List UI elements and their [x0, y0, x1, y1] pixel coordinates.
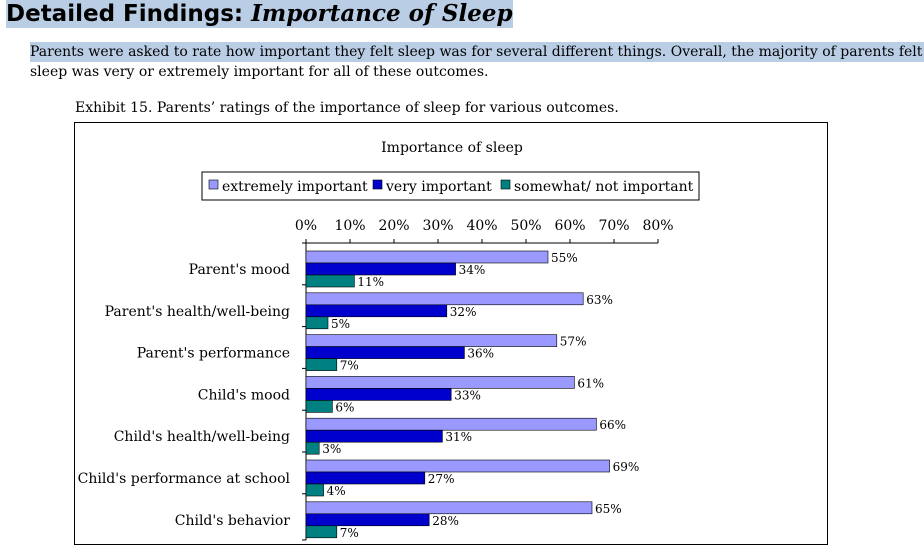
data-label-very-important-parent-s-performance: 36%: [467, 347, 494, 361]
bar-very-important-child-s-health-well-being: [305, 429, 443, 443]
bar-extremely-important-parent-s-health-well-being: [305, 292, 584, 306]
legend-label-extremely-important: extremely important: [222, 179, 368, 195]
data-label-somewhat-not-important-parent-s-health-well-being: 5%: [331, 317, 350, 331]
bar-extremely-important-child-s-health-well-being: [305, 417, 597, 431]
bar-extremely-important-parent-s-performance: [305, 334, 558, 347]
heading-plain: Detailed Findings:: [6, 1, 252, 27]
intro-paragraph-line-2: sleep was very or extremely important fo…: [30, 64, 489, 80]
bar-very-important-child-s-behavior: [305, 513, 430, 527]
chart-title: Importance of sleep: [381, 140, 523, 156]
bar-somewhat-not-important-child-s-performance-at-school: [305, 483, 324, 497]
x-tick-label: 10%: [334, 218, 365, 234]
x-tick-label: 40%: [466, 218, 497, 234]
x-tick-label: 60%: [554, 218, 585, 234]
legend-label-very-important: very important: [385, 179, 492, 195]
bar-somewhat-not-important-child-s-mood: [305, 400, 333, 413]
data-label-very-important-parent-s-mood: 34%: [459, 263, 486, 277]
category-label-child-s-performance-at-school: Child's performance at school: [78, 471, 291, 487]
bar-extremely-important-parent-s-mood: [305, 250, 549, 264]
data-label-somewhat-not-important-child-s-performance-at-school: 4%: [327, 484, 346, 498]
legend-swatch-extremely-important: [208, 179, 219, 190]
x-tick-label: 30%: [422, 218, 453, 234]
bar-very-important-parent-s-performance: [305, 346, 465, 359]
legend-label-somewhat-not-important: somewhat/ not important: [514, 179, 694, 195]
bar-very-important-parent-s-health-well-being: [305, 304, 448, 318]
bar-extremely-important-child-s-performance-at-school: [305, 459, 610, 473]
data-label-extremely-important-parent-s-health-well-being: 63%: [586, 293, 613, 307]
x-tick-label: 80%: [642, 218, 673, 234]
data-label-extremely-important-child-s-behavior: 65%: [595, 502, 622, 516]
bar-somewhat-not-important-child-s-behavior: [305, 525, 338, 539]
category-label-parent-s-health-well-being: Parent's health/well-being: [105, 304, 290, 320]
bar-somewhat-not-important-parent-s-performance: [305, 358, 338, 371]
exhibit-caption: Exhibit 15. Parents’ ratings of the impo…: [75, 100, 619, 116]
legend-swatch-very-important: [372, 179, 383, 190]
data-label-extremely-important-parent-s-performance: 57%: [560, 335, 587, 349]
bar-very-important-child-s-performance-at-school: [305, 471, 426, 485]
data-label-very-important-child-s-health-well-being: 31%: [445, 430, 472, 444]
data-label-very-important-child-s-performance-at-school: 27%: [428, 472, 455, 486]
category-label-parent-s-performance: Parent's performance: [137, 346, 290, 362]
x-tick-label: 20%: [378, 218, 409, 234]
bar-chart: Importance of sleep extremely important ve…: [78, 140, 700, 541]
bar-extremely-important-child-s-behavior: [305, 501, 593, 515]
data-label-extremely-important-child-s-health-well-being: 66%: [599, 418, 626, 432]
legend-box: [201, 171, 700, 201]
bar-extremely-important-child-s-mood: [305, 376, 575, 389]
category-label-parent-s-mood: Parent's mood: [189, 262, 290, 278]
bar-somewhat-not-important-parent-s-health-well-being: [305, 316, 329, 330]
legend-swatch-somewhat-not-important: [500, 179, 511, 190]
category-label-child-s-mood: Child's mood: [198, 387, 290, 403]
chart-frame: Importance of sleep extremely important ve…: [74, 122, 828, 545]
data-label-somewhat-not-important-child-s-health-well-being: 3%: [322, 442, 341, 456]
heading-italic: Importance of Sleep: [251, 0, 513, 27]
data-label-very-important-child-s-behavior: 28%: [432, 514, 459, 528]
bar-somewhat-not-important-child-s-health-well-being: [305, 441, 320, 455]
data-label-somewhat-not-important-child-s-behavior: 7%: [340, 526, 359, 540]
data-label-extremely-important-child-s-performance-at-school: 69%: [613, 460, 640, 474]
x-tick-label: 50%: [510, 218, 541, 234]
data-label-extremely-important-child-s-mood: 61%: [577, 376, 604, 390]
category-label-child-s-behavior: Child's behavior: [175, 513, 291, 529]
data-label-somewhat-not-important-child-s-mood: 6%: [335, 400, 354, 414]
category-label-child-s-health-well-being: Child's health/well-being: [114, 429, 290, 445]
data-label-somewhat-not-important-parent-s-performance: 7%: [340, 359, 359, 373]
data-label-somewhat-not-important-parent-s-mood: 11%: [357, 275, 384, 289]
intro-paragraph-line-1: Parents were asked to rate how important…: [30, 42, 924, 62]
bar-very-important-child-s-mood: [305, 388, 452, 401]
section-heading: Detailed Findings: Importance of Sleep: [6, 0, 513, 28]
x-tick-label: 70%: [598, 218, 629, 234]
x-tick-label: 0%: [295, 218, 317, 234]
bar-somewhat-not-important-parent-s-mood: [305, 274, 355, 288]
data-label-very-important-parent-s-health-well-being: 32%: [450, 305, 477, 319]
bar-very-important-parent-s-mood: [305, 262, 456, 276]
data-label-very-important-child-s-mood: 33%: [454, 388, 481, 402]
data-label-extremely-important-parent-s-mood: 55%: [551, 251, 578, 265]
